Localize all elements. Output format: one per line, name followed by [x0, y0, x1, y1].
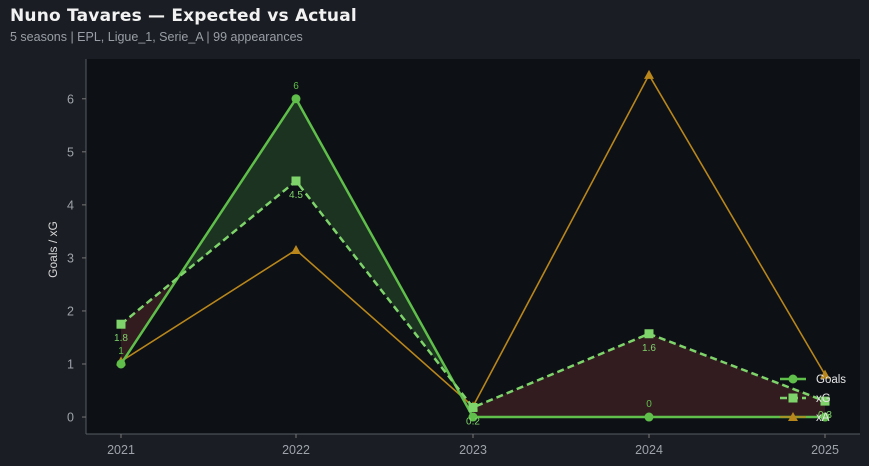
data-point-goals — [644, 412, 654, 422]
data-point-xa — [291, 244, 301, 254]
difference-fill — [473, 333, 649, 418]
chart-title: Nuno Tavares — Expected vs Actual — [10, 6, 357, 26]
y-axis-label: Goals / xG — [46, 221, 60, 278]
x-tick-label: 2021 — [107, 443, 135, 457]
data-point-xa — [644, 69, 654, 79]
y-tick-label: 2 — [67, 304, 74, 318]
chart-header: Nuno Tavares — Expected vs Actual 5 seas… — [10, 6, 357, 44]
difference-fill — [649, 333, 825, 418]
y-tick-label: 4 — [67, 198, 74, 212]
legend-marker-xa — [788, 412, 798, 421]
data-label-xg: 4.5 — [289, 190, 303, 201]
legend-marker-xg — [788, 393, 798, 403]
data-point-goals — [468, 412, 478, 422]
data-point-goals — [820, 412, 830, 422]
y-tick-label: 3 — [67, 251, 74, 265]
data-label-goals: 1 — [118, 346, 124, 357]
data-point-xa — [820, 369, 830, 379]
legend-label-xg: xG — [816, 393, 831, 405]
legend-marker-goals — [788, 374, 798, 384]
legend-label-goals: Goals — [816, 374, 846, 386]
data-point-xg — [116, 319, 126, 329]
data-point-xg — [644, 329, 654, 339]
chart-subtitle: 5 seasons | EPL, Ligue_1, Serie_A | 99 a… — [10, 30, 303, 44]
data-point-xg — [468, 402, 478, 412]
y-tick-label: 1 — [67, 357, 74, 371]
legend-label-xa: xA — [816, 412, 830, 424]
data-point-goals — [291, 94, 301, 104]
data-label-goals: 6 — [293, 81, 299, 92]
y-tick-label: 5 — [67, 145, 74, 159]
data-label-xg: 1.6 — [642, 343, 656, 354]
data-label-goals: 0 — [646, 399, 652, 410]
y-tick-label: 6 — [67, 92, 74, 106]
data-point-xg — [820, 396, 830, 406]
x-tick-label: 2025 — [811, 443, 839, 457]
data-point-xg — [291, 176, 301, 186]
y-tick-label: 0 — [67, 411, 74, 425]
data-label-xg: 1.8 — [114, 333, 128, 344]
data-label-xg: 0.3 — [818, 410, 832, 421]
data-point-goals — [116, 359, 126, 369]
x-tick-label: 2023 — [459, 443, 487, 457]
data-label-xg: 0.2 — [466, 416, 480, 427]
x-tick-label: 2022 — [282, 443, 310, 457]
x-tick-label: 2024 — [635, 443, 663, 457]
